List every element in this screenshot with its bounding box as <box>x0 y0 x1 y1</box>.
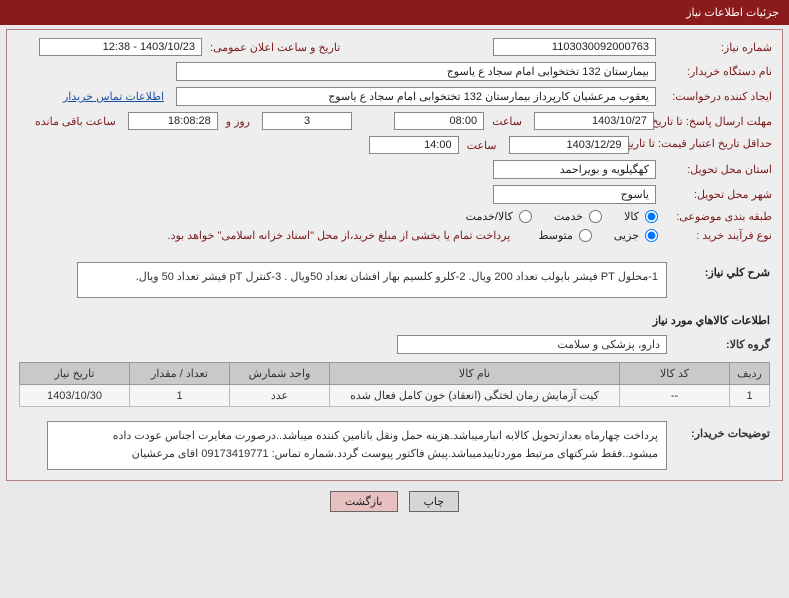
label-province: استان محل تحویل: <box>662 163 772 176</box>
th-date: تاریخ نیاز <box>20 363 130 385</box>
label-hour1: ساعت <box>490 115 528 128</box>
row-goods-group: گروه کالا: دارو، پزشکی و سلامت <box>7 331 782 362</box>
radio-goods-service-label: کالا/خدمت <box>466 210 513 223</box>
th-code: کد کالا <box>620 363 730 385</box>
radio-medium-label: متوسط <box>538 229 573 242</box>
value-remaining-time: 18:08:28 <box>128 112 218 130</box>
value-remaining-days: 3 <box>262 112 352 130</box>
row-price-validity: حداقل تاریخ اعتبار قیمت: تا تاریخ: 1403/… <box>17 136 772 154</box>
value-requester: یعقوب مرعشیان کارپرداز بیمارستان 132 تخت… <box>176 87 656 106</box>
value-price-date: 1403/12/29 <box>509 136 629 154</box>
radio-small[interactable] <box>645 229 658 242</box>
value-reply-hour: 08:00 <box>394 112 484 130</box>
panel-header: جزئیات اطلاعات نیاز <box>0 0 789 25</box>
value-announce-date: 1403/10/23 - 12:38 <box>39 38 202 56</box>
value-overall-desc: 1-محلول PT فیشر بایولب تعداد 200 ویال. 2… <box>77 262 667 298</box>
value-need-no: 1103030092000763 <box>493 38 656 56</box>
cell-unit: عدد <box>230 385 330 407</box>
label-requester: ایجاد کننده درخواست: <box>662 90 772 103</box>
label-remaining: ساعت باقی مانده <box>33 115 122 128</box>
label-reply-deadline: مهلت ارسال پاسخ: تا تاریخ: <box>642 115 772 128</box>
desc-section: شرح کلي نياز: 1-محلول PT فیشر بایولب تعد… <box>19 262 770 298</box>
row-need-no: شماره نیاز: 1103030092000763 تاریخ و ساع… <box>17 38 772 56</box>
value-reply-date: 1403/10/27 <box>534 112 654 130</box>
goods-section-title: اطلاعات کالاهاي مورد نياز <box>7 308 782 331</box>
label-category: طبقه بندی موضوعی: <box>662 210 772 223</box>
row-process-type: نوع فرآیند خرید : جزیی متوسط پرداخت تمام… <box>17 229 772 242</box>
footer-buttons: چاپ بازگشت <box>0 485 789 522</box>
label-price-validity: حداقل تاریخ اعتبار قیمت: تا تاریخ: <box>617 138 772 151</box>
value-goods-group: دارو، پزشکی و سلامت <box>397 335 667 354</box>
th-name: نام کالا <box>330 363 620 385</box>
cell-row: 1 <box>730 385 770 407</box>
table-header-row: ردیف کد کالا نام کالا واحد شمارش تعداد /… <box>20 363 770 385</box>
label-buyer-name: نام دستگاه خریدار: <box>662 65 772 78</box>
row-buyer-notes: توضیحات خریدار: پرداخت چهارماه بعدازتحوی… <box>7 415 782 480</box>
row-requester: ایجاد کننده درخواست: یعقوب مرعشیان کارپر… <box>17 87 772 106</box>
value-price-hour: 14:00 <box>369 136 459 154</box>
value-buyer-name: بیمارستان 132 تختخوابی امام سجاد ع یاسوج <box>176 62 656 81</box>
radio-goods-service[interactable] <box>519 210 532 223</box>
label-need-no: شماره نیاز: <box>662 41 772 54</box>
payment-note: پرداخت تمام یا بخشی از مبلغ خرید،از محل … <box>166 229 517 242</box>
cell-date: 1403/10/30 <box>20 385 130 407</box>
value-city: یاسوج <box>493 185 656 204</box>
th-row: ردیف <box>730 363 770 385</box>
cell-name: کیت آزمایش زمان لختگی (انعقاد) خون کامل … <box>330 385 620 407</box>
label-buyer-notes: توضیحات خریدار: <box>675 421 770 470</box>
row-city: شهر محل تحویل: یاسوج <box>17 185 772 204</box>
radio-service[interactable] <box>589 210 602 223</box>
label-process-type: نوع فرآیند خرید : <box>662 229 772 242</box>
goods-table: ردیف کد کالا نام کالا واحد شمارش تعداد /… <box>19 362 770 407</box>
cell-qty: 1 <box>130 385 230 407</box>
main-panel: شماره نیاز: 1103030092000763 تاریخ و ساع… <box>6 29 783 481</box>
label-overall-desc: شرح کلي نياز: <box>675 262 770 298</box>
print-button[interactable]: چاپ <box>409 491 460 512</box>
buyer-contact-link[interactable]: اطلاعات تماس خریدار <box>63 90 170 103</box>
label-hour2: ساعت <box>465 139 503 152</box>
radio-small-label: جزیی <box>614 229 639 242</box>
th-qty: تعداد / مقدار <box>130 363 230 385</box>
row-reply-deadline: مهلت ارسال پاسخ: تا تاریخ: 1403/10/27 سا… <box>17 112 772 130</box>
row-overall-desc: شرح کلي نياز: 1-محلول PT فیشر بایولب تعد… <box>19 262 770 298</box>
row-province: استان محل تحویل: کهگیلویه و بویراحمد <box>17 160 772 179</box>
table-row: 1--کیت آزمایش زمان لختگی (انعقاد) خون کا… <box>20 385 770 407</box>
th-unit: واحد شمارش <box>230 363 330 385</box>
fields-area: شماره نیاز: 1103030092000763 تاریخ و ساع… <box>7 30 782 252</box>
value-province: کهگیلویه و بویراحمد <box>493 160 656 179</box>
label-city: شهر محل تحویل: <box>662 188 772 201</box>
radio-service-label: خدمت <box>554 210 583 223</box>
label-goods-group: گروه کالا: <box>675 338 770 351</box>
radio-goods[interactable] <box>645 210 658 223</box>
back-button[interactable]: بازگشت <box>330 491 398 512</box>
row-category: طبقه بندی موضوعی: کالا خدمت کالا/خدمت <box>17 210 772 223</box>
row-buyer-name: نام دستگاه خریدار: بیمارستان 132 تختخواب… <box>17 62 772 81</box>
label-days-and: روز و <box>224 115 256 128</box>
radio-goods-label: کالا <box>624 210 639 223</box>
label-announce-date: تاریخ و ساعت اعلان عمومی: <box>208 41 368 54</box>
radio-medium[interactable] <box>579 229 592 242</box>
value-buyer-notes: پرداخت چهارماه بعدازتحویل کالابه انبارمی… <box>47 421 667 470</box>
header-title: جزئیات اطلاعات نیاز <box>686 7 779 19</box>
table-body: 1--کیت آزمایش زمان لختگی (انعقاد) خون کا… <box>20 385 770 407</box>
cell-code: -- <box>620 385 730 407</box>
